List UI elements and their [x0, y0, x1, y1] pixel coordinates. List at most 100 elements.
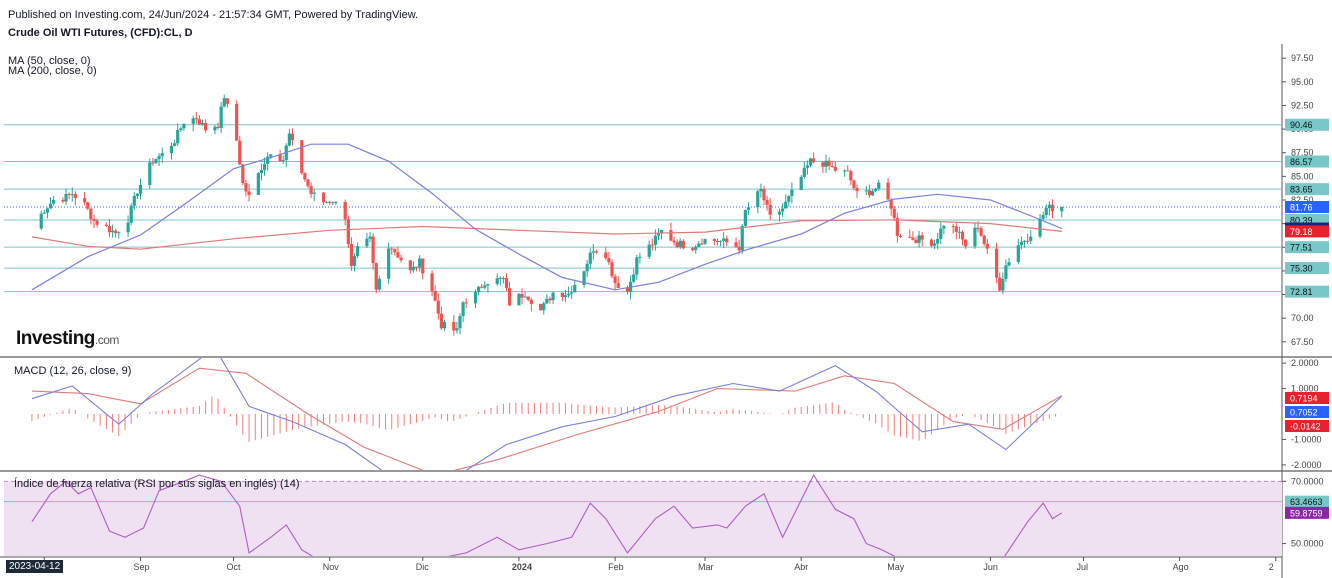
candle — [784, 194, 788, 209]
candle-body — [107, 225, 112, 233]
candle — [911, 231, 915, 241]
candle-body — [39, 213, 43, 229]
candle — [39, 210, 43, 231]
candle — [476, 286, 481, 296]
candle — [334, 201, 338, 206]
candle-body — [222, 98, 226, 107]
logo-text: Investing — [16, 328, 95, 349]
candle-body — [936, 238, 940, 244]
macd-tick-label: 2.0000 — [1291, 358, 1319, 368]
candle-body — [939, 228, 943, 239]
candle — [387, 242, 391, 284]
candle — [349, 237, 354, 271]
candle-body — [985, 243, 989, 249]
candle — [235, 100, 239, 141]
candle-body — [746, 207, 751, 210]
candle-body — [45, 208, 50, 213]
candle — [700, 238, 704, 246]
candle-body — [864, 190, 868, 192]
candle-body — [715, 240, 720, 242]
ma50-line — [31, 143, 1063, 291]
candle — [830, 160, 834, 168]
candle — [960, 230, 965, 246]
candle — [126, 215, 130, 237]
candle — [638, 252, 642, 264]
candle — [151, 157, 155, 166]
candle — [520, 288, 524, 305]
candle — [266, 152, 270, 171]
rsi-tick-label: 50.0000 — [1291, 539, 1324, 549]
candle-body — [303, 173, 307, 180]
candle-body — [281, 160, 285, 162]
candle-body — [898, 235, 903, 237]
candle — [442, 319, 447, 332]
candle-body — [889, 199, 893, 209]
candle-body — [932, 243, 937, 246]
candle-body — [48, 203, 53, 209]
candle-body — [197, 119, 202, 125]
candle-body — [399, 257, 403, 261]
candle-body — [908, 236, 912, 238]
candle — [833, 161, 837, 172]
candle — [216, 122, 220, 130]
candle — [759, 183, 763, 198]
candle — [461, 301, 465, 323]
candle-body — [176, 130, 180, 144]
candle — [995, 242, 999, 284]
candle-body — [377, 278, 381, 290]
candle-body — [678, 240, 682, 248]
candle-body — [616, 283, 620, 288]
candle — [920, 232, 924, 247]
candle — [148, 158, 152, 189]
candle — [582, 270, 586, 288]
candle — [734, 237, 738, 248]
candle-body — [504, 278, 509, 289]
candle-body — [805, 165, 810, 168]
candle — [932, 239, 937, 249]
candle — [396, 246, 400, 259]
candle-body — [700, 243, 704, 245]
candle — [204, 119, 208, 133]
candle — [61, 197, 65, 204]
candle-body — [64, 193, 68, 202]
macd-badge-signal-bg — [1285, 392, 1329, 404]
candle-body — [436, 300, 440, 314]
candle-body — [1016, 245, 1020, 263]
candle-body — [653, 235, 658, 245]
candle — [787, 195, 791, 207]
time-tick-label: Jun — [983, 562, 998, 572]
candle — [957, 226, 961, 239]
candle — [92, 214, 96, 229]
rsi-tick-label: 70.0000 — [1291, 476, 1324, 486]
level-badge: 75.30 — [1290, 264, 1313, 274]
candle — [377, 275, 381, 292]
candle — [886, 178, 890, 200]
candle-body — [920, 235, 924, 240]
candle-body — [973, 227, 977, 247]
candle — [486, 283, 490, 293]
candle — [1016, 238, 1020, 265]
candle — [244, 179, 248, 197]
candle-body — [390, 248, 394, 250]
candle-body — [697, 243, 701, 247]
candle — [303, 172, 307, 182]
candle-body — [740, 225, 744, 251]
candle-body — [607, 258, 611, 263]
candle — [566, 286, 571, 298]
candle-body — [287, 133, 291, 146]
candle — [526, 296, 530, 302]
candle — [939, 222, 943, 245]
candle-body — [52, 199, 56, 204]
candle — [529, 297, 533, 312]
ma200-legend: MA (200, close, 0) — [8, 65, 97, 77]
candle — [517, 292, 521, 306]
candle-body — [476, 286, 481, 293]
macd-badge-histogram-bg — [1285, 420, 1329, 432]
candle — [650, 238, 654, 251]
candle — [573, 279, 577, 293]
level-badge-bg — [1285, 285, 1329, 298]
candle — [982, 234, 986, 247]
candle — [812, 152, 816, 164]
candle-body — [464, 302, 468, 304]
